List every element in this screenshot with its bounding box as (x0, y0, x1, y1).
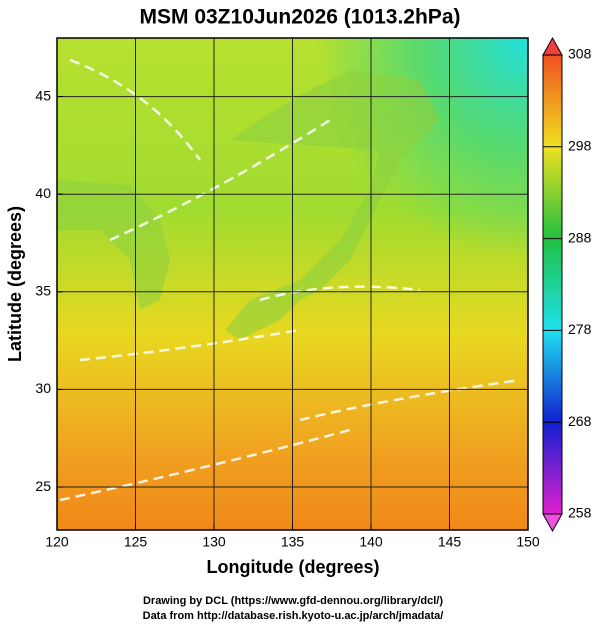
y-tick-label: 35 (35, 283, 51, 299)
x-axis-label: Longitude (degrees) (206, 557, 379, 577)
credit-line: Drawing by DCL (https://www.gfd-dennou.o… (143, 595, 443, 607)
y-tick-label: 45 (35, 87, 51, 103)
colorbar-tick-label: 278 (568, 321, 592, 337)
x-tick-label: 120 (45, 534, 69, 550)
colorbar-tick-label: 268 (568, 413, 592, 429)
plot-frame (56, 37, 529, 531)
land-japan (225, 70, 440, 340)
colorbar-extend-top (542, 36, 563, 56)
colorbar-tick-label: 308 (568, 46, 592, 62)
x-tick-label: 135 (281, 534, 305, 550)
colorbar (542, 54, 563, 515)
isobar-contour (59, 58, 521, 502)
x-tick-label: 145 (438, 534, 462, 550)
colorbar-extend-bottom (542, 513, 563, 533)
x-tick-label: 150 (516, 534, 540, 550)
colorbar-tick-label: 298 (568, 138, 592, 154)
y-tick-label: 30 (35, 380, 51, 396)
land-korea-china (57, 180, 170, 310)
colorbar-tick-label: 288 (568, 229, 592, 245)
x-tick-label: 125 (124, 534, 148, 550)
y-axis-label: Latitude (degrees) (5, 206, 25, 362)
x-tick-label: 130 (202, 534, 226, 550)
y-tick-label: 40 (35, 185, 51, 201)
colorbar-tick-label: 258 (568, 505, 592, 521)
credit-line: Data from http://database.rish.kyoto-u.a… (143, 610, 444, 622)
y-tick-label: 25 (35, 478, 51, 494)
x-tick-label: 140 (359, 534, 383, 550)
chart-title: MSM 03Z10Jun2026 (1013.2hPa) (140, 6, 461, 29)
